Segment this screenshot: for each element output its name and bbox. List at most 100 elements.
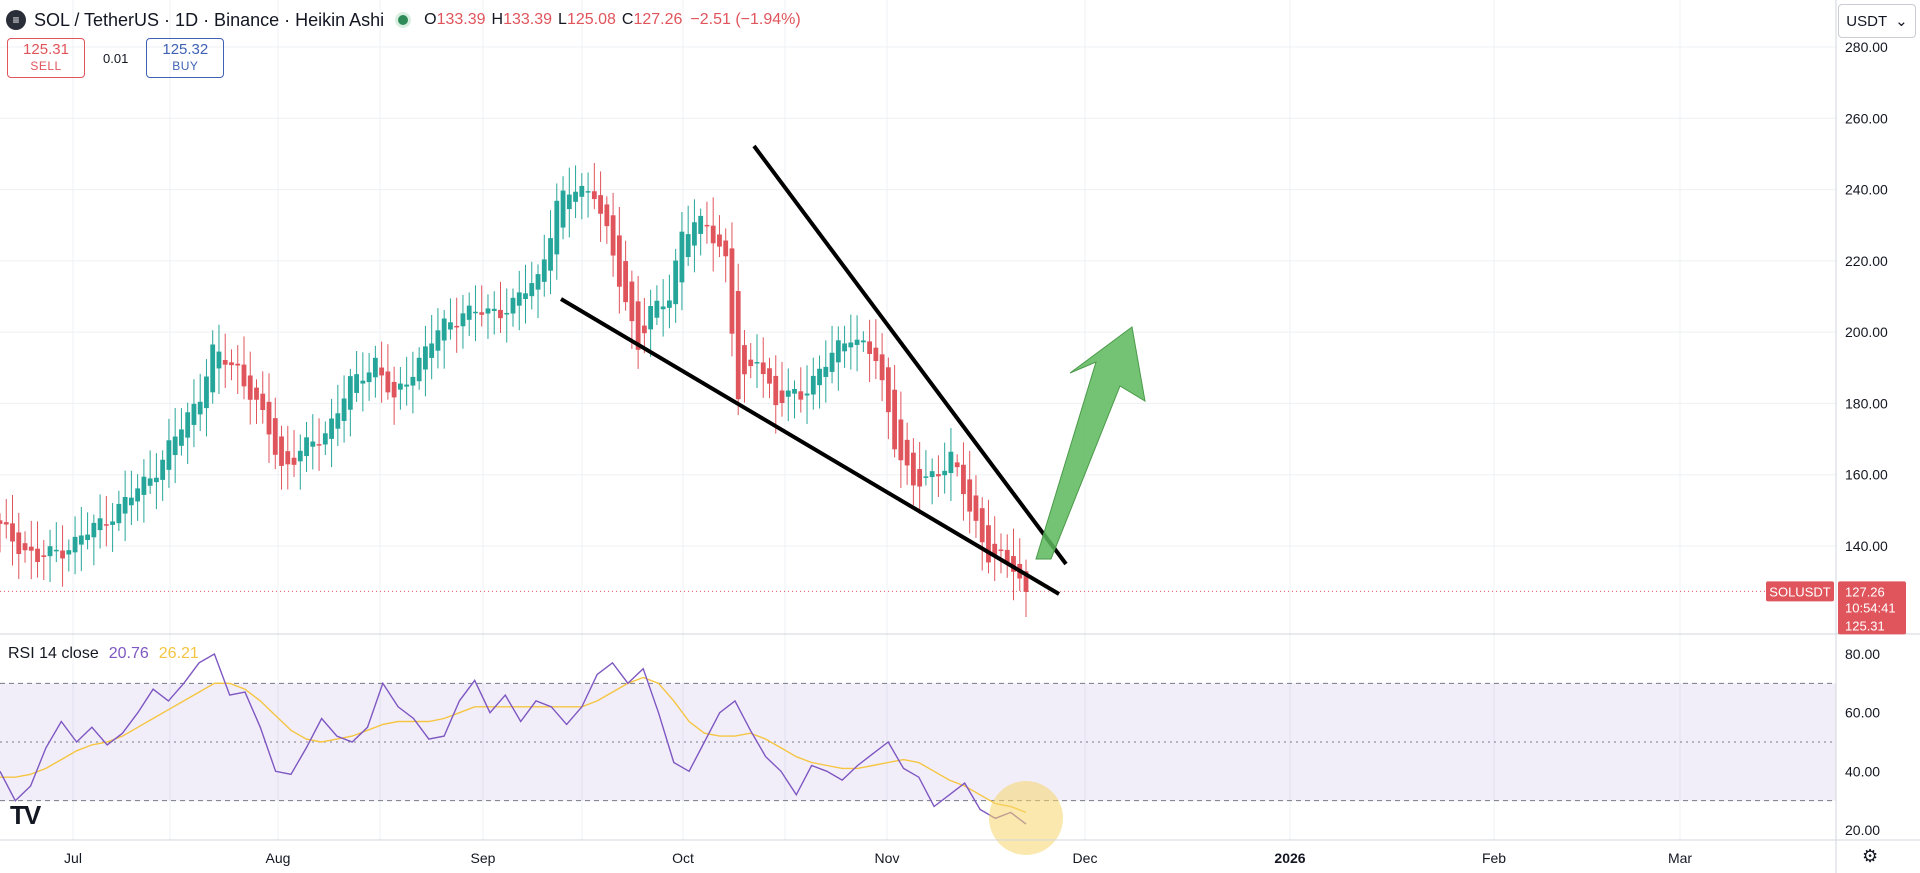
sell-label: SELL [30, 59, 62, 73]
candle-body [397, 383, 403, 390]
candle-body [779, 390, 785, 404]
y-tick-label: 200.00 [1845, 324, 1888, 340]
solana-icon[interactable]: ≡ [6, 10, 26, 30]
candle-body [523, 293, 528, 300]
y-tick-label: 220.00 [1845, 253, 1888, 269]
candle-body [22, 543, 28, 551]
candle-body [103, 524, 109, 526]
candle-body [28, 546, 34, 551]
currency-selector[interactable]: USDT ⌄ [1838, 4, 1916, 38]
candle-body [72, 536, 78, 553]
y-tick-label: 260.00 [1845, 110, 1888, 126]
candle-body [423, 346, 428, 370]
candle-body [541, 259, 547, 282]
candle-body [792, 388, 797, 394]
candle-body [241, 364, 247, 387]
breakout-arrow [1035, 326, 1146, 560]
candle-body [823, 366, 829, 377]
sell-button[interactable]: 125.31 SELL [7, 38, 85, 78]
candle-body [197, 401, 203, 415]
y-tick-label: 140.00 [1845, 538, 1888, 554]
candle-body [97, 518, 103, 531]
symbol-title[interactable]: SOL / TetherUS · 1D · Binance · Heikin A… [34, 9, 385, 30]
candle-body [266, 401, 272, 435]
candle-body [329, 418, 334, 439]
x-tick-label: Nov [875, 850, 900, 866]
candle-body [160, 459, 166, 480]
ohlc-open-value: 133.39 [436, 11, 486, 28]
candle-body [204, 376, 209, 409]
x-tick-label: Oct [672, 850, 694, 866]
candle-body [854, 339, 860, 345]
candle-body [754, 362, 760, 364]
rsi-highlight-circle [989, 781, 1063, 855]
candle-body [673, 260, 679, 305]
candle-body [91, 522, 97, 538]
candle-body [879, 354, 885, 381]
candle-body [291, 457, 297, 465]
price-change: −2.51 (−1.94%) [690, 11, 801, 28]
candle-body [904, 439, 910, 466]
candle-body [347, 376, 353, 410]
candle-body [41, 555, 47, 557]
rsi-line [0, 652, 1027, 825]
candle-body [460, 313, 466, 327]
candle-body [466, 305, 472, 320]
candle-body [60, 550, 65, 559]
gear-icon[interactable]: ⚙ [1862, 846, 1879, 866]
candle-body [967, 479, 973, 512]
candle-body [773, 375, 779, 406]
candle-body [229, 362, 234, 366]
candle-body [222, 360, 228, 365]
candle-body [679, 231, 685, 283]
candle-body [723, 240, 729, 257]
candle-body [885, 367, 891, 413]
ohlc-high-label: H [491, 11, 504, 28]
candle-body [260, 393, 266, 411]
candle-body [310, 441, 316, 447]
rsi-label[interactable]: RSI 14 close [8, 645, 99, 662]
ohlc-close-label: C [621, 11, 634, 28]
candle-body [316, 444, 322, 446]
candle-body [648, 306, 654, 330]
candle-body [385, 371, 391, 393]
buy-label: BUY [172, 59, 199, 73]
countdown-text: 10:54:41 [1845, 600, 1896, 615]
trade-panel: 125.31 SELL 0.01 125.32 BUY [7, 38, 225, 78]
candle-body [785, 390, 791, 397]
candle-body [873, 347, 879, 362]
last-price-text: 127.26 [1845, 584, 1885, 599]
candle-body [704, 224, 710, 227]
candle-body [835, 340, 841, 363]
candle-body [748, 359, 754, 367]
candle-body [416, 357, 422, 382]
candle-body [535, 274, 541, 290]
y-tick-label: 180.00 [1845, 395, 1888, 411]
candle-body [817, 368, 822, 386]
candle-body [16, 532, 22, 555]
x-tick-label: Aug [266, 850, 291, 866]
candle-body [85, 534, 90, 541]
tradingview-logo[interactable]: TV [10, 800, 41, 830]
candle-body [322, 433, 328, 445]
candle-body [179, 429, 184, 446]
buy-button[interactable]: 125.32 BUY [146, 38, 225, 78]
candle-body [210, 344, 216, 393]
falling-wedge-lines [559, 144, 1068, 596]
candle-body [3, 522, 9, 525]
candle-body [122, 497, 128, 514]
chevron-down-icon: ⌄ [1895, 13, 1908, 30]
symbol-header: ≡ SOL / TetherUS · 1D · Binance · Heikin… [6, 6, 801, 34]
rsi-pane [0, 652, 1836, 825]
candle-body [372, 357, 378, 378]
candle-body [35, 548, 40, 563]
candle-body [135, 488, 141, 502]
candle-body [441, 318, 447, 341]
candle-body [998, 549, 1004, 552]
wedge-lower-line [559, 297, 1061, 596]
candle-body [860, 340, 866, 343]
candle-body [435, 330, 441, 351]
candle-body [78, 535, 84, 545]
